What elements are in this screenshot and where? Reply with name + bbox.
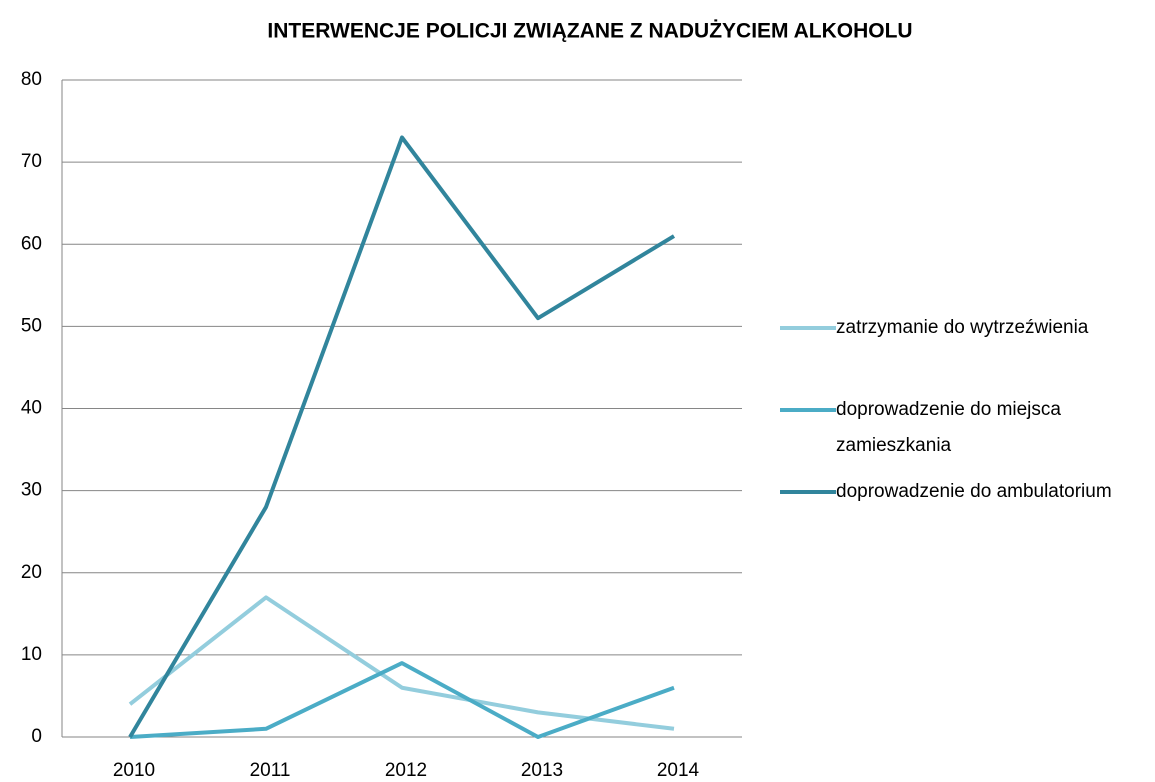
x-tick-label: 2012 (385, 760, 427, 781)
legend-label: doprowadzenie do miejsca zamieszkania (836, 399, 1061, 456)
legend-swatch (780, 408, 836, 412)
y-tick-label: 80 (21, 69, 42, 90)
line-series (128, 595, 675, 731)
legend-swatch (780, 326, 836, 330)
y-tick-label: 70 (21, 151, 42, 172)
x-tick-label: 2013 (521, 760, 563, 781)
y-tick-label: 10 (21, 644, 42, 665)
chart-title: INTERWENCJE POLICJI ZWIĄZANE Z NADUŻYCIE… (267, 20, 912, 43)
x-tick-label: 2011 (250, 760, 291, 781)
legend-label: doprowadzenie do ambulatorium (836, 481, 1112, 502)
legend-entry: doprowadzenie do ambulatorium (780, 474, 1155, 510)
legend-swatch (780, 490, 836, 494)
legend-entry: zatrzymanie do wytrzeźwienia (780, 310, 1155, 346)
y-tick-label: 50 (21, 315, 42, 336)
x-tick-label: 2010 (113, 760, 155, 781)
line-series (128, 135, 676, 739)
y-tick-label: 20 (21, 562, 42, 583)
y-tick-label: 30 (21, 480, 42, 501)
legend-label: zatrzymanie do wytrzeźwienia (836, 317, 1089, 338)
y-tick-label: 60 (21, 233, 42, 254)
y-tick-label: 40 (21, 398, 42, 419)
y-tick-label: 0 (31, 726, 42, 747)
x-tick-label: 2014 (657, 760, 700, 781)
line-series (129, 661, 675, 739)
legend-entry: doprowadzenie do miejsca zamieszkania (780, 392, 1155, 464)
